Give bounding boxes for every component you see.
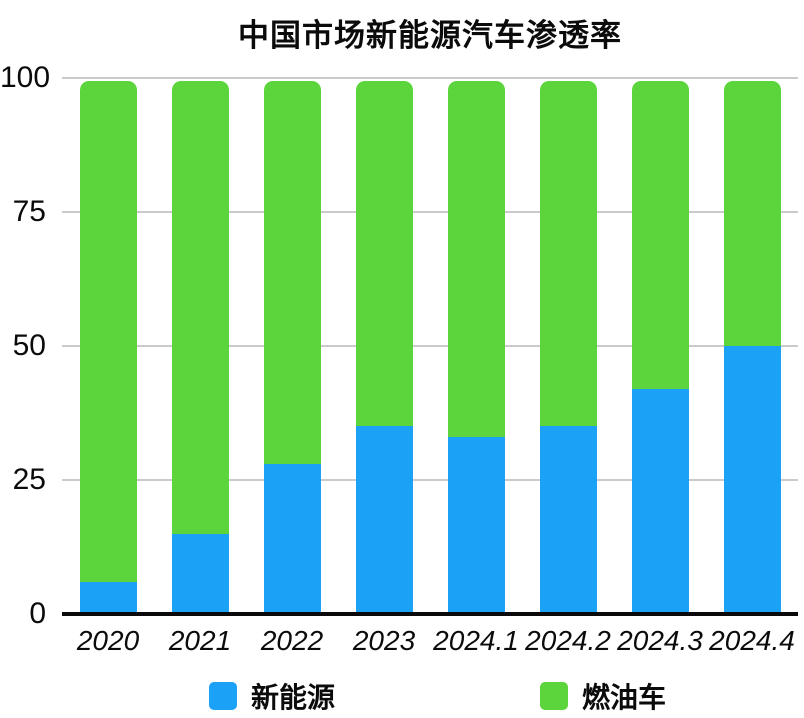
- bar-segment-ice-2021[interactable]: [171, 81, 229, 534]
- gridline-25: [62, 479, 798, 481]
- bar-segment-ice-2024.4[interactable]: [723, 81, 781, 346]
- x-axis-line: [62, 612, 798, 616]
- y-tick-label-25: 25: [12, 463, 46, 496]
- x-tick-label-2020: 2020: [76, 625, 140, 656]
- legend-label-nev: 新能源: [251, 682, 336, 713]
- bar-segment-ice-2024.2[interactable]: [539, 81, 597, 427]
- x-tick-label-2022: 2022: [260, 625, 324, 656]
- bar-segment-nev-2021[interactable]: [171, 533, 229, 614]
- bar-group-2024.1: [447, 81, 505, 614]
- gridline-100: [62, 77, 798, 79]
- x-tick-label-2024.4: 2024.4: [709, 625, 795, 656]
- x-tick-label-2023: 2023: [352, 625, 416, 656]
- plot-area: [62, 77, 798, 616]
- y-tick-label-75: 75: [12, 195, 46, 228]
- x-tick-label-2024.3: 2024.3: [617, 625, 703, 656]
- bar-segment-ice-2022[interactable]: [263, 81, 321, 464]
- ice-legend-swatch-icon: [540, 682, 568, 710]
- bar-segment-nev-2022[interactable]: [263, 463, 321, 614]
- gridline-75: [62, 211, 798, 213]
- bar-segment-ice-2020[interactable]: [79, 81, 137, 582]
- nev-legend-swatch-icon: [209, 682, 237, 710]
- bar-group-2020: [79, 81, 137, 614]
- bar-group-2023: [355, 81, 413, 614]
- y-tick-label-100: 100: [0, 61, 51, 94]
- y-tick-label-50: 50: [12, 329, 46, 362]
- bar-segment-nev-2024.4[interactable]: [723, 346, 781, 614]
- bar-segment-ice-2024.1[interactable]: [447, 81, 505, 438]
- bar-group-2024.3: [631, 81, 689, 614]
- bar-group-2024.2: [539, 81, 597, 614]
- bar-segment-nev-2023[interactable]: [355, 426, 413, 614]
- legend-item-ice[interactable]: 燃油车: [540, 676, 666, 716]
- legend-label-ice: 燃油车: [582, 682, 667, 713]
- bar-segment-nev-2024.3[interactable]: [631, 388, 689, 614]
- bar-segment-nev-2024.1[interactable]: [447, 437, 505, 614]
- bar-group-2021: [171, 81, 229, 614]
- legend: 新能源 燃油车: [0, 676, 804, 716]
- gridline-50: [62, 345, 798, 347]
- x-tick-label-2021: 2021: [168, 625, 232, 656]
- chart-title: 中国市场新能源汽车渗透率: [238, 18, 622, 53]
- y-tick-label-0: 0: [29, 597, 46, 630]
- bar-group-2024.4: [723, 81, 781, 614]
- bar-segment-ice-2024.3[interactable]: [631, 81, 689, 389]
- x-tick-label-2024.2: 2024.2: [525, 625, 611, 656]
- bar-segment-nev-2020[interactable]: [79, 581, 137, 614]
- bar-segment-ice-2023[interactable]: [355, 81, 413, 427]
- legend-item-nev[interactable]: 新能源: [209, 676, 335, 716]
- bar-group-2022: [263, 81, 321, 614]
- x-tick-label-2024.1: 2024.1: [433, 625, 519, 656]
- bar-segment-nev-2024.2[interactable]: [539, 426, 597, 614]
